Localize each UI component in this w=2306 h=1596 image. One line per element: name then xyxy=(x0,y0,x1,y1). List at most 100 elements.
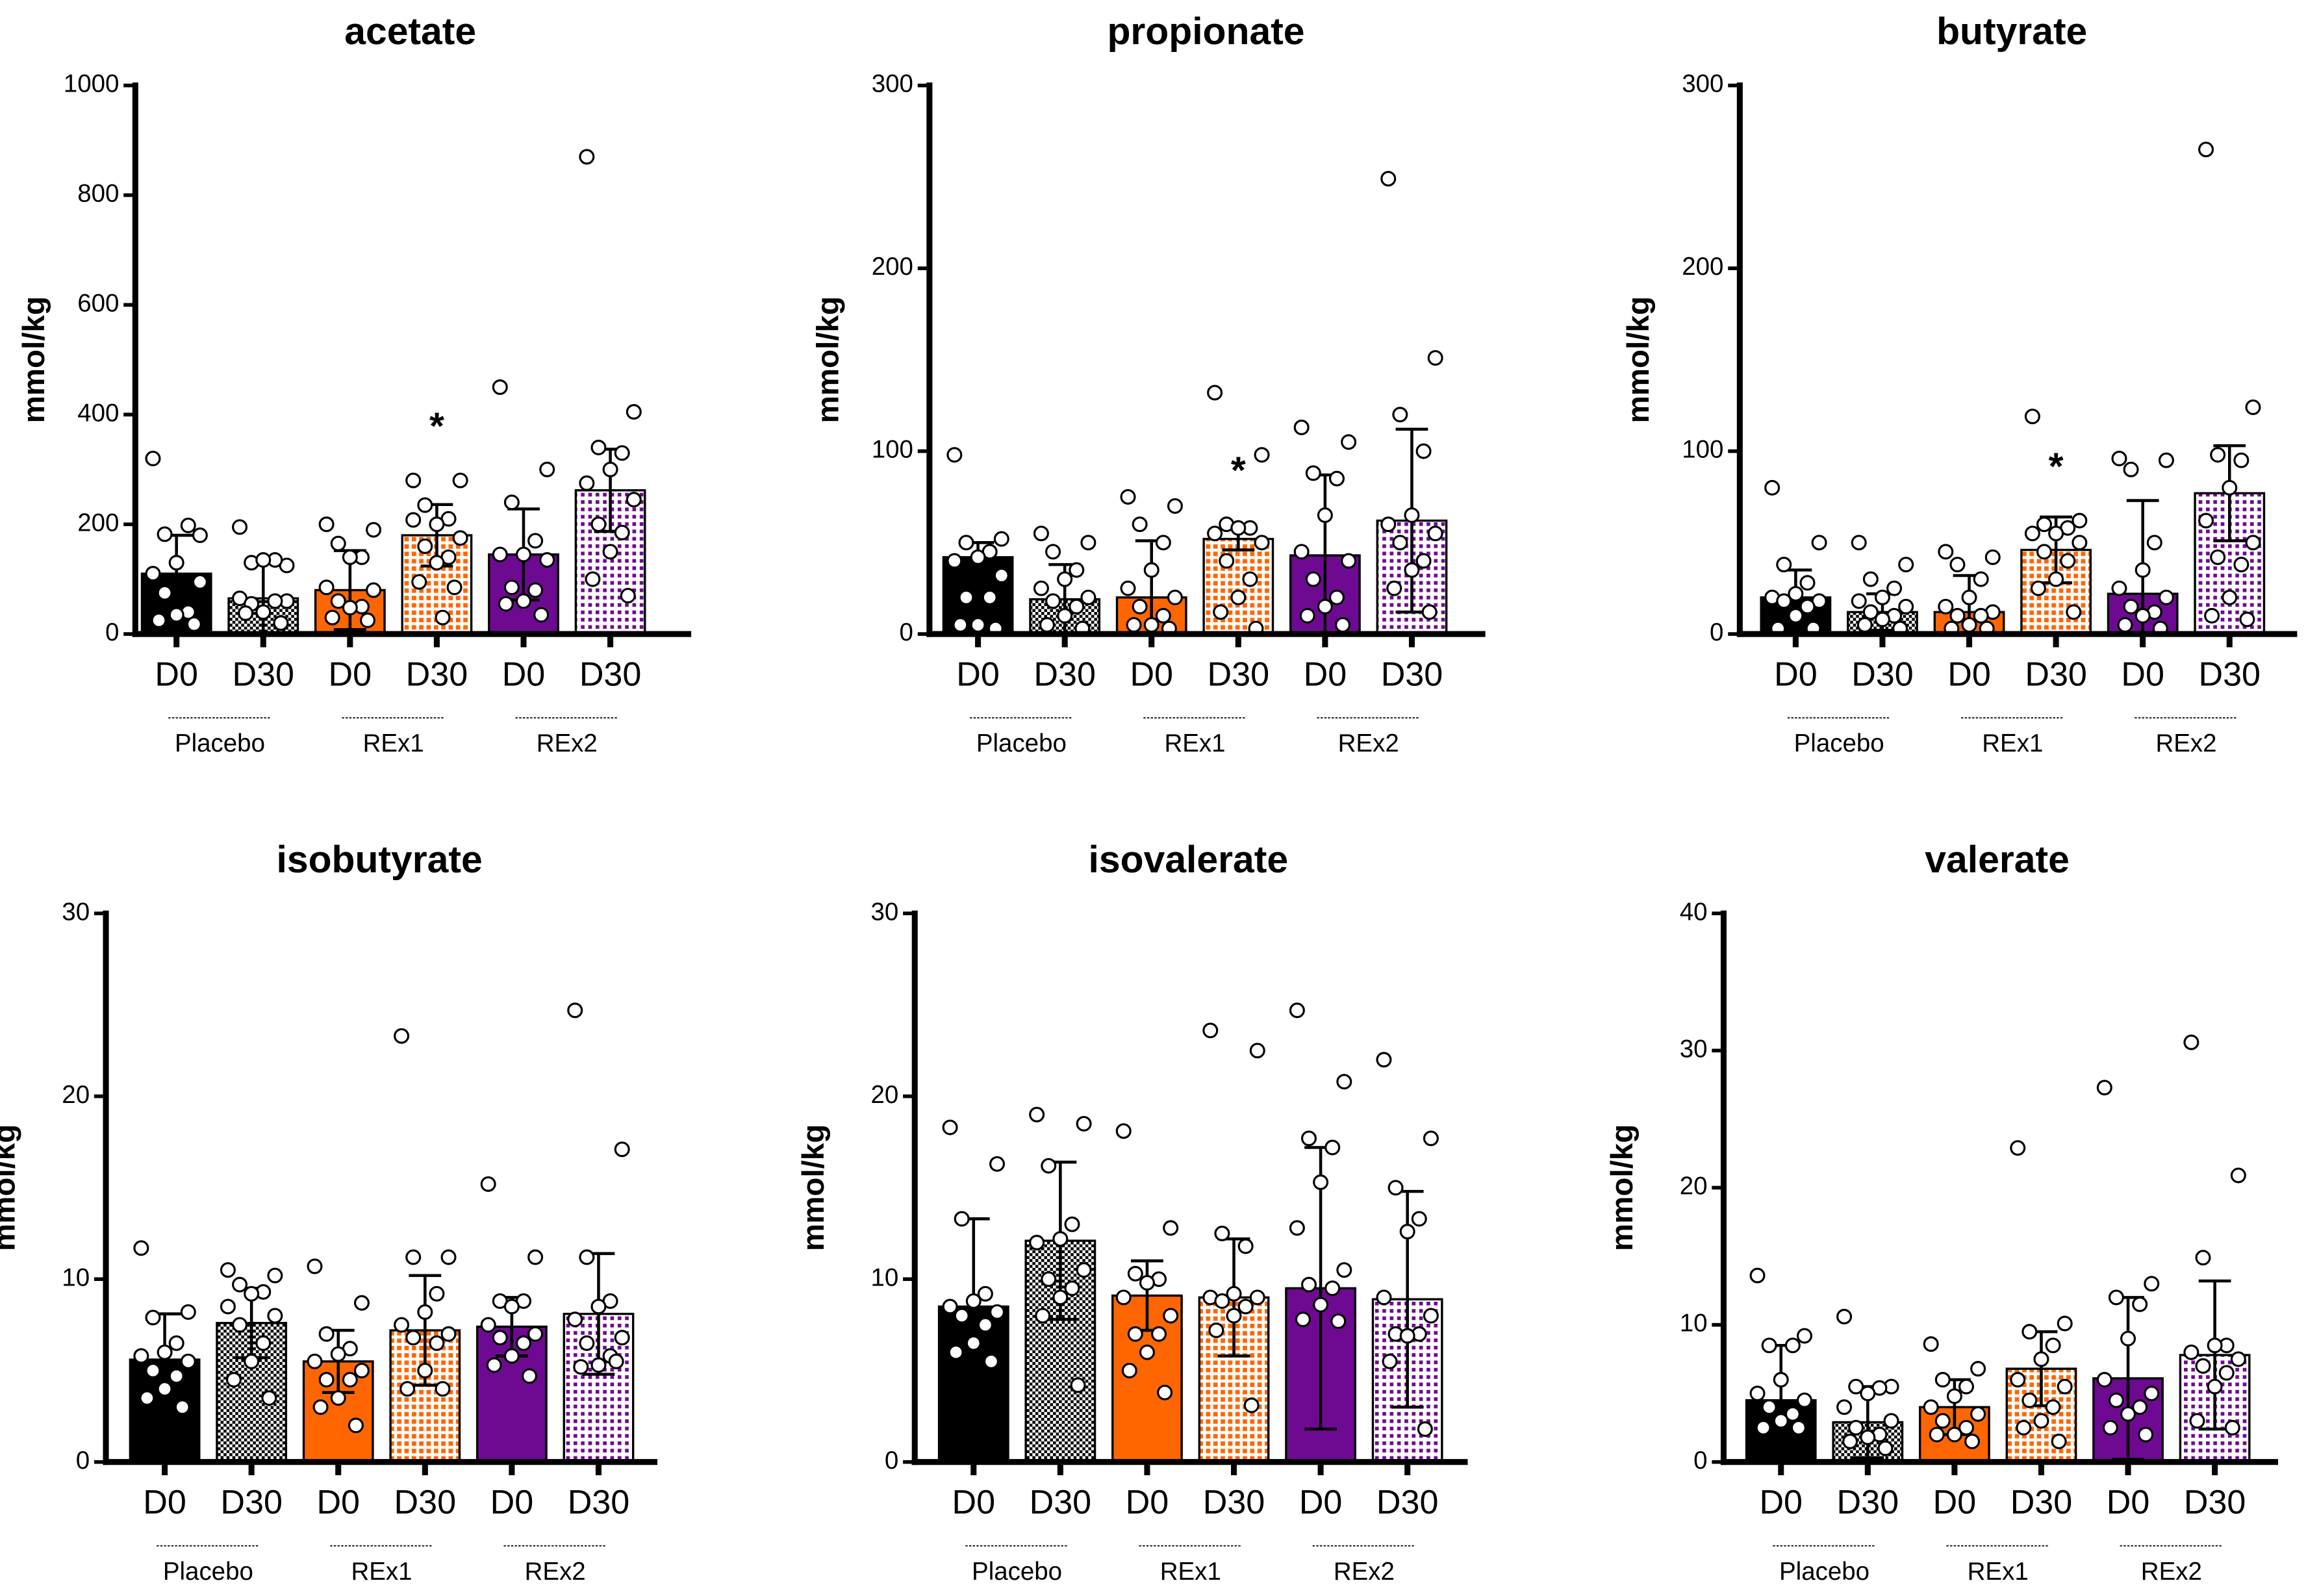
group-label: REx1 xyxy=(351,1558,412,1586)
data-point xyxy=(1289,1002,1305,1019)
data-point xyxy=(168,555,184,571)
data-point xyxy=(515,593,531,609)
x-tick-label: D0 xyxy=(316,1484,360,1521)
data-point xyxy=(1755,1419,1771,1436)
data-point xyxy=(1064,1280,1080,1297)
significance-marker: * xyxy=(429,405,444,448)
data-point xyxy=(174,1399,190,1415)
data-point xyxy=(2021,1392,2038,1408)
data-point xyxy=(1761,1337,1777,1354)
data-point xyxy=(1958,1419,1975,1436)
data-point xyxy=(353,1295,370,1311)
data-point xyxy=(1860,1386,1876,1402)
data-point xyxy=(946,447,963,463)
data-point xyxy=(452,530,468,546)
x-tick-label: D30 xyxy=(568,1484,630,1521)
data-point xyxy=(1421,604,1438,620)
data-point xyxy=(145,1362,161,1378)
data-point xyxy=(1237,1298,1254,1315)
data-point xyxy=(1848,1378,1864,1395)
data-point xyxy=(1788,586,1804,602)
data-point xyxy=(399,1381,416,1397)
data-point xyxy=(2045,1399,2061,1415)
data-point xyxy=(608,1353,624,1369)
data-point xyxy=(417,1362,433,1378)
data-point xyxy=(2198,513,2214,529)
y-tick-label: 0 xyxy=(885,1447,898,1475)
data-point xyxy=(1324,1280,1341,1297)
data-point xyxy=(2066,604,2082,620)
data-point xyxy=(157,526,173,542)
data-point xyxy=(486,1357,502,1373)
data-point xyxy=(480,1176,496,1192)
data-point xyxy=(330,535,346,551)
y-tick-label: 10 xyxy=(1680,1310,1708,1337)
chart-title: isovalerate xyxy=(1089,839,1289,881)
data-point xyxy=(946,553,963,569)
data-point xyxy=(1392,535,1408,551)
data-point xyxy=(2048,571,2064,587)
data-point xyxy=(1230,589,1247,605)
data-point xyxy=(255,1335,272,1351)
x-tick-label: D0 xyxy=(952,1484,996,1521)
data-point xyxy=(1851,593,1867,609)
data-point xyxy=(267,1267,283,1284)
data-point xyxy=(1749,1267,1766,1284)
y-tick-label: 0 xyxy=(1710,618,1723,646)
data-point xyxy=(1399,1328,1415,1344)
data-point xyxy=(958,535,974,551)
x-tick-label: D0 xyxy=(1774,655,1818,693)
data-point xyxy=(2224,1419,2240,1436)
y-tick-label: 300 xyxy=(872,70,913,98)
data-point xyxy=(1427,350,1443,366)
data-point xyxy=(614,445,630,461)
data-point xyxy=(330,593,346,609)
data-point xyxy=(1842,1434,1858,1450)
data-point xyxy=(1035,1308,1051,1324)
data-point xyxy=(452,472,468,488)
data-point xyxy=(579,1335,595,1351)
data-point xyxy=(1207,526,1223,542)
chart-title: isobutyrate xyxy=(276,839,482,881)
data-point xyxy=(515,1335,531,1351)
data-point xyxy=(405,472,422,488)
data-point xyxy=(1029,1234,1045,1250)
data-point xyxy=(429,1286,445,1302)
data-point xyxy=(1949,557,1966,573)
data-point xyxy=(318,579,335,596)
data-point xyxy=(1214,1225,1230,1241)
data-point xyxy=(2096,1080,2112,1096)
group-label: REx1 xyxy=(1164,729,1225,757)
group-label: Placebo xyxy=(163,1558,253,1586)
data-point xyxy=(2048,526,2064,542)
data-point xyxy=(1293,419,1310,435)
data-point xyxy=(989,1156,1006,1172)
data-point xyxy=(1029,1106,1045,1122)
data-point xyxy=(515,546,531,563)
data-point xyxy=(267,593,283,609)
group-label: REx1 xyxy=(1968,1558,2029,1586)
data-point xyxy=(1973,571,1989,587)
x-tick-label: D0 xyxy=(490,1484,534,1521)
data-point xyxy=(2158,589,2174,605)
data-point xyxy=(2218,1365,2235,1381)
data-point xyxy=(1139,1344,1155,1360)
data-point xyxy=(2016,1419,2032,1436)
data-point xyxy=(1749,1386,1766,1402)
x-tick-label: D30 xyxy=(220,1484,283,1521)
y-axis-label: mmol/kg xyxy=(0,1124,22,1251)
data-point xyxy=(1254,447,1270,463)
data-point xyxy=(429,1335,445,1351)
data-point xyxy=(417,497,433,513)
data-point xyxy=(1139,1274,1155,1291)
group-label: Placebo xyxy=(175,729,265,757)
data-point xyxy=(1958,1378,1975,1395)
data-point xyxy=(602,461,618,477)
data-point xyxy=(1305,465,1321,481)
x-tick-label: D30 xyxy=(394,1484,457,1521)
data-point xyxy=(614,1330,630,1346)
data-point xyxy=(1961,616,1977,633)
x-tick-label: D0 xyxy=(329,655,372,693)
x-tick-label: D0 xyxy=(2121,655,2164,693)
data-point xyxy=(539,552,555,568)
